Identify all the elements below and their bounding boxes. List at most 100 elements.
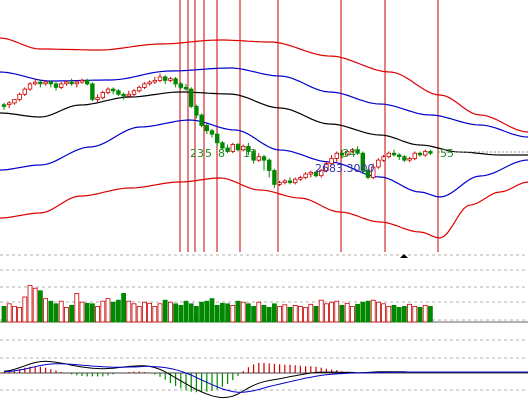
candle-body-75 (391, 152, 397, 156)
candle-body-9 (48, 81, 53, 85)
candle-body-66 (344, 151, 350, 156)
volume-bar-52 (271, 303, 277, 323)
count-label-34: 34 (342, 147, 356, 160)
volume-bar-0 (1, 305, 7, 323)
candle-body-1 (7, 102, 12, 106)
candle-body-82 (428, 151, 433, 154)
candle-body-4 (22, 88, 27, 95)
count-labels: 23 5 8 13 34 55 2683.3000 (190, 147, 454, 175)
candle-body-54 (282, 180, 287, 183)
scroll-marker-icon (400, 254, 408, 258)
volume-bar-37 (193, 305, 199, 323)
volume-bar-3 (17, 306, 23, 323)
candle-body-65 (339, 152, 345, 156)
volume-bar-56 (292, 304, 298, 323)
candle-body-79 (412, 152, 417, 159)
volume-bar-5 (27, 285, 33, 323)
candle-body-70 (365, 170, 371, 178)
upper-inner-band (0, 67, 528, 138)
candle-body-47 (246, 145, 251, 152)
candle-body-81 (422, 151, 428, 156)
candle-body-64 (334, 152, 339, 159)
volume-bar-15 (79, 301, 85, 323)
lower-outer-band (0, 177, 528, 239)
volume-bar-45 (235, 300, 241, 323)
volume-bar-62 (323, 303, 329, 323)
volume-bar-82 (427, 305, 433, 323)
volume-bar-20 (105, 298, 111, 323)
candle-body-30 (157, 76, 163, 81)
volume-bar-36 (188, 303, 194, 323)
candle-body-37 (194, 106, 199, 116)
price-label: 2683.3000 (315, 162, 375, 175)
volume-bar-57 (297, 305, 303, 323)
volume-bar-68 (355, 303, 361, 323)
volume-bar-7 (38, 290, 43, 323)
volume-bar-54 (282, 304, 288, 323)
volume-bar-21 (110, 301, 116, 323)
candle-body-7 (38, 81, 43, 85)
candle-body-25 (131, 90, 137, 95)
candle-body-39 (204, 125, 209, 132)
volume-bar-19 (100, 300, 106, 323)
volume-bar-30 (157, 303, 163, 323)
volume-bar-31 (162, 299, 168, 323)
volume-bar-35 (183, 300, 189, 323)
volume-bar-27 (141, 301, 147, 323)
volume-bar-14 (74, 292, 80, 323)
candle-body-69 (360, 152, 365, 171)
volume-bar-50 (261, 304, 267, 323)
candle-body-58 (303, 173, 308, 178)
candle-body-21 (111, 88, 116, 92)
candles (1, 73, 433, 188)
candle-body-5 (27, 83, 33, 90)
volume-bar-74 (386, 305, 392, 323)
volume-bar-42 (219, 302, 225, 323)
middle-line (0, 91, 528, 156)
candle-body-11 (59, 83, 64, 88)
lower-inner-band (0, 119, 528, 198)
volume-bar-28 (147, 302, 153, 323)
candle-body-51 (266, 159, 272, 171)
volume-bar-51 (266, 306, 272, 323)
volume-bar-23 (121, 292, 126, 323)
candle-body-38 (199, 114, 204, 126)
candle-body-26 (136, 86, 142, 92)
candle-body-2 (12, 99, 17, 104)
candle-body-0 (1, 104, 7, 107)
candle-body-18 (95, 97, 100, 100)
count-label-55: 55 (440, 147, 454, 160)
volume-bar-80 (417, 306, 423, 323)
candle-body-36 (188, 88, 194, 107)
volume-bar-16 (84, 302, 90, 323)
volume-bar-60 (313, 305, 319, 323)
candle-body-77 (402, 156, 407, 161)
candle-body-33 (173, 78, 178, 85)
volume-bar-29 (152, 305, 158, 323)
candle-body-14 (74, 81, 79, 85)
volume-bar-34 (178, 304, 184, 323)
candle-body-13 (69, 81, 74, 85)
candle-body-40 (209, 130, 215, 135)
candle-body-8 (43, 81, 48, 85)
volume-bar-39 (204, 300, 210, 323)
volume-bar-69 (360, 301, 366, 323)
candle-body-61 (318, 170, 324, 177)
volume-bar-77 (401, 305, 407, 323)
candle-body-28 (147, 81, 152, 85)
volume-bar-78 (407, 303, 413, 323)
candle-body-44 (230, 144, 235, 152)
volume-bar-46 (240, 301, 246, 323)
volume-bar-63 (329, 301, 335, 323)
volume-bar-49 (256, 301, 262, 323)
candle-body-3 (17, 93, 22, 100)
volume-bar-53 (277, 305, 283, 323)
candle-body-24 (126, 93, 131, 97)
volume-bar-64 (334, 300, 340, 323)
volume-bar-47 (245, 303, 251, 323)
candle-body-27 (142, 83, 147, 88)
volume-bar-40 (209, 298, 215, 323)
volume-bar-81 (422, 304, 428, 323)
volume-bar-72 (375, 301, 381, 323)
candle-body-56 (292, 178, 298, 184)
